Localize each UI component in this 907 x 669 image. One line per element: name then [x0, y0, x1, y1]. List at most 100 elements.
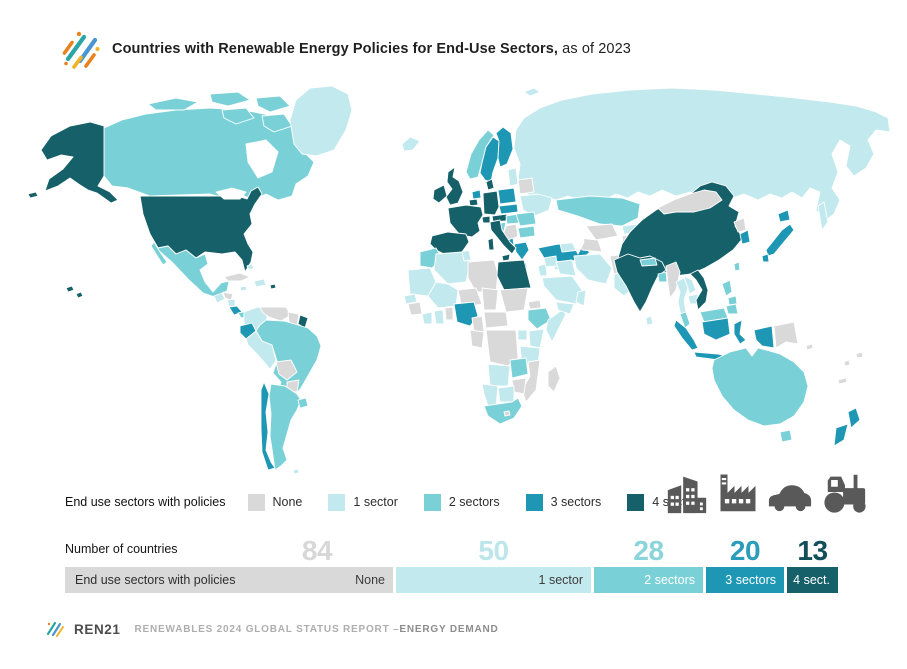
country-senegal: [403, 293, 418, 305]
stacked-bar: End use sectors with policies None 1 secto…: [65, 567, 838, 593]
legend-item-label: None: [272, 495, 303, 509]
country-baltics: [507, 167, 519, 187]
country-new-zealand-north: [847, 407, 861, 429]
footer-section: ENERGY DEMAND: [399, 623, 499, 635]
country-south-africa: [483, 397, 523, 425]
country-north-korea: [733, 217, 747, 233]
country-canada-arctic: [209, 91, 251, 107]
swatch-2-sectors: [423, 493, 441, 511]
country-mozambique: [521, 359, 541, 403]
country-argentina: [268, 383, 302, 471]
country-saudi-arabia: [541, 275, 583, 305]
country-australia-tasmania: [779, 429, 793, 443]
country-sudan: [499, 287, 529, 313]
country-nicaragua: [226, 298, 236, 308]
country-uruguay: [297, 397, 309, 409]
country-canada-arctic: [147, 97, 199, 111]
country-syria: [543, 255, 558, 268]
country-philippines: [725, 303, 739, 315]
country-poland: [497, 187, 517, 205]
buildings-icon: [667, 476, 707, 514]
country-thailand: [675, 277, 689, 317]
count-s3: 20: [729, 535, 761, 566]
legend-item-1-sector: 1 sector: [328, 493, 398, 511]
country-netherlands: [471, 189, 482, 200]
country-iraq: [555, 259, 577, 277]
caspian-sea: [569, 225, 585, 255]
country-israel-jordan: [537, 263, 548, 277]
legend-title: End use sectors with policies: [65, 495, 226, 509]
count-s1: 50: [478, 535, 509, 566]
country-india: [613, 253, 667, 313]
country-counts-row: 84 50 28 20 13 Number of countries: [65, 533, 838, 566]
country-zambia: [509, 357, 529, 379]
country-egypt: [496, 259, 532, 291]
world-choropleth-map: [27, 85, 891, 475]
footer-brand: REN21: [74, 621, 121, 637]
legend-item-label: 1 sector: [353, 495, 398, 509]
country-vietnam: [689, 269, 709, 311]
country-nepal: [639, 257, 658, 267]
country-italy: [489, 219, 517, 255]
country-iceland: [401, 136, 421, 152]
count-s4: 13: [797, 535, 828, 566]
country-uzbekistan: [585, 223, 619, 241]
country-guatemala: [213, 292, 226, 304]
country-japan-kyushu: [761, 253, 770, 263]
bar-segment-label: 2 sectors: [644, 573, 695, 587]
country-russia-sakhalin: [817, 201, 829, 231]
country-falklands: [292, 468, 300, 475]
country-hispaniola: [253, 278, 267, 288]
country-jamaica: [239, 285, 248, 292]
country-romania: [515, 211, 537, 227]
country-australia: [711, 347, 809, 427]
country-angola: [487, 363, 511, 387]
country-usa-hawaii: [65, 285, 75, 293]
bar-segment-s3: 3 sectors: [706, 567, 784, 593]
country-canada-arctic: [261, 113, 293, 133]
swatch-4-sectors: [627, 493, 645, 511]
ren21-figure-logo-icon: [62, 31, 100, 69]
country-philippines: [721, 279, 733, 297]
bar-segment-label: 3 sectors: [725, 573, 776, 587]
country-canada-arctic: [255, 95, 291, 113]
footer-report-title: RENEWABLES 2024 GLOBAL STATUS REPORT –: [134, 623, 400, 635]
bar-segment-label: None: [355, 573, 385, 587]
country-chad: [481, 287, 499, 311]
country-greece: [513, 241, 530, 261]
legend-item-3-sectors: 3 sectors: [525, 493, 602, 511]
page-title: Countries with Renewable Energy Policies…: [112, 41, 631, 57]
page-title-suffix: as of 2023: [558, 41, 631, 57]
bar-segment-label: 1 sector: [538, 573, 583, 587]
numbers-row-label: Number of countries: [65, 542, 178, 556]
country-guinea: [407, 301, 423, 316]
country-indonesia-sulawesi: [733, 319, 747, 345]
bar-segment-label: 4 sect.: [793, 573, 830, 587]
factory-icon: [720, 474, 756, 512]
country-puerto-rico: [269, 283, 277, 290]
country-united-kingdom: [445, 166, 464, 206]
footer: REN21 RENEWABLES 2024 GLOBAL STATUS REPO…: [45, 619, 499, 639]
country-mexico: [151, 237, 230, 298]
great-lakes: [215, 187, 247, 200]
country-usa-aleutians: [27, 191, 39, 199]
country-philippines: [727, 295, 738, 306]
country-indonesia-sumatra: [673, 319, 699, 351]
country-mongolia: [657, 189, 723, 215]
country-belarus: [517, 177, 535, 195]
bar-segment-s1: 1 sector: [396, 567, 591, 593]
country-denmark: [485, 178, 495, 191]
country-botswana: [497, 385, 515, 403]
legend-item-label: 3 sectors: [550, 495, 602, 509]
country-central-african-republic: [483, 311, 509, 329]
country-czechia-slovakia: [498, 203, 519, 215]
country-japan-honshu: [765, 223, 795, 257]
count-s2: 28: [633, 535, 664, 566]
country-cuba: [223, 272, 251, 282]
country-bangladesh: [657, 271, 668, 283]
country-kazakhstan: [555, 195, 641, 227]
country-uganda: [517, 329, 528, 341]
country-greenland: [289, 85, 353, 157]
country-usa-hawaii: [75, 291, 84, 299]
